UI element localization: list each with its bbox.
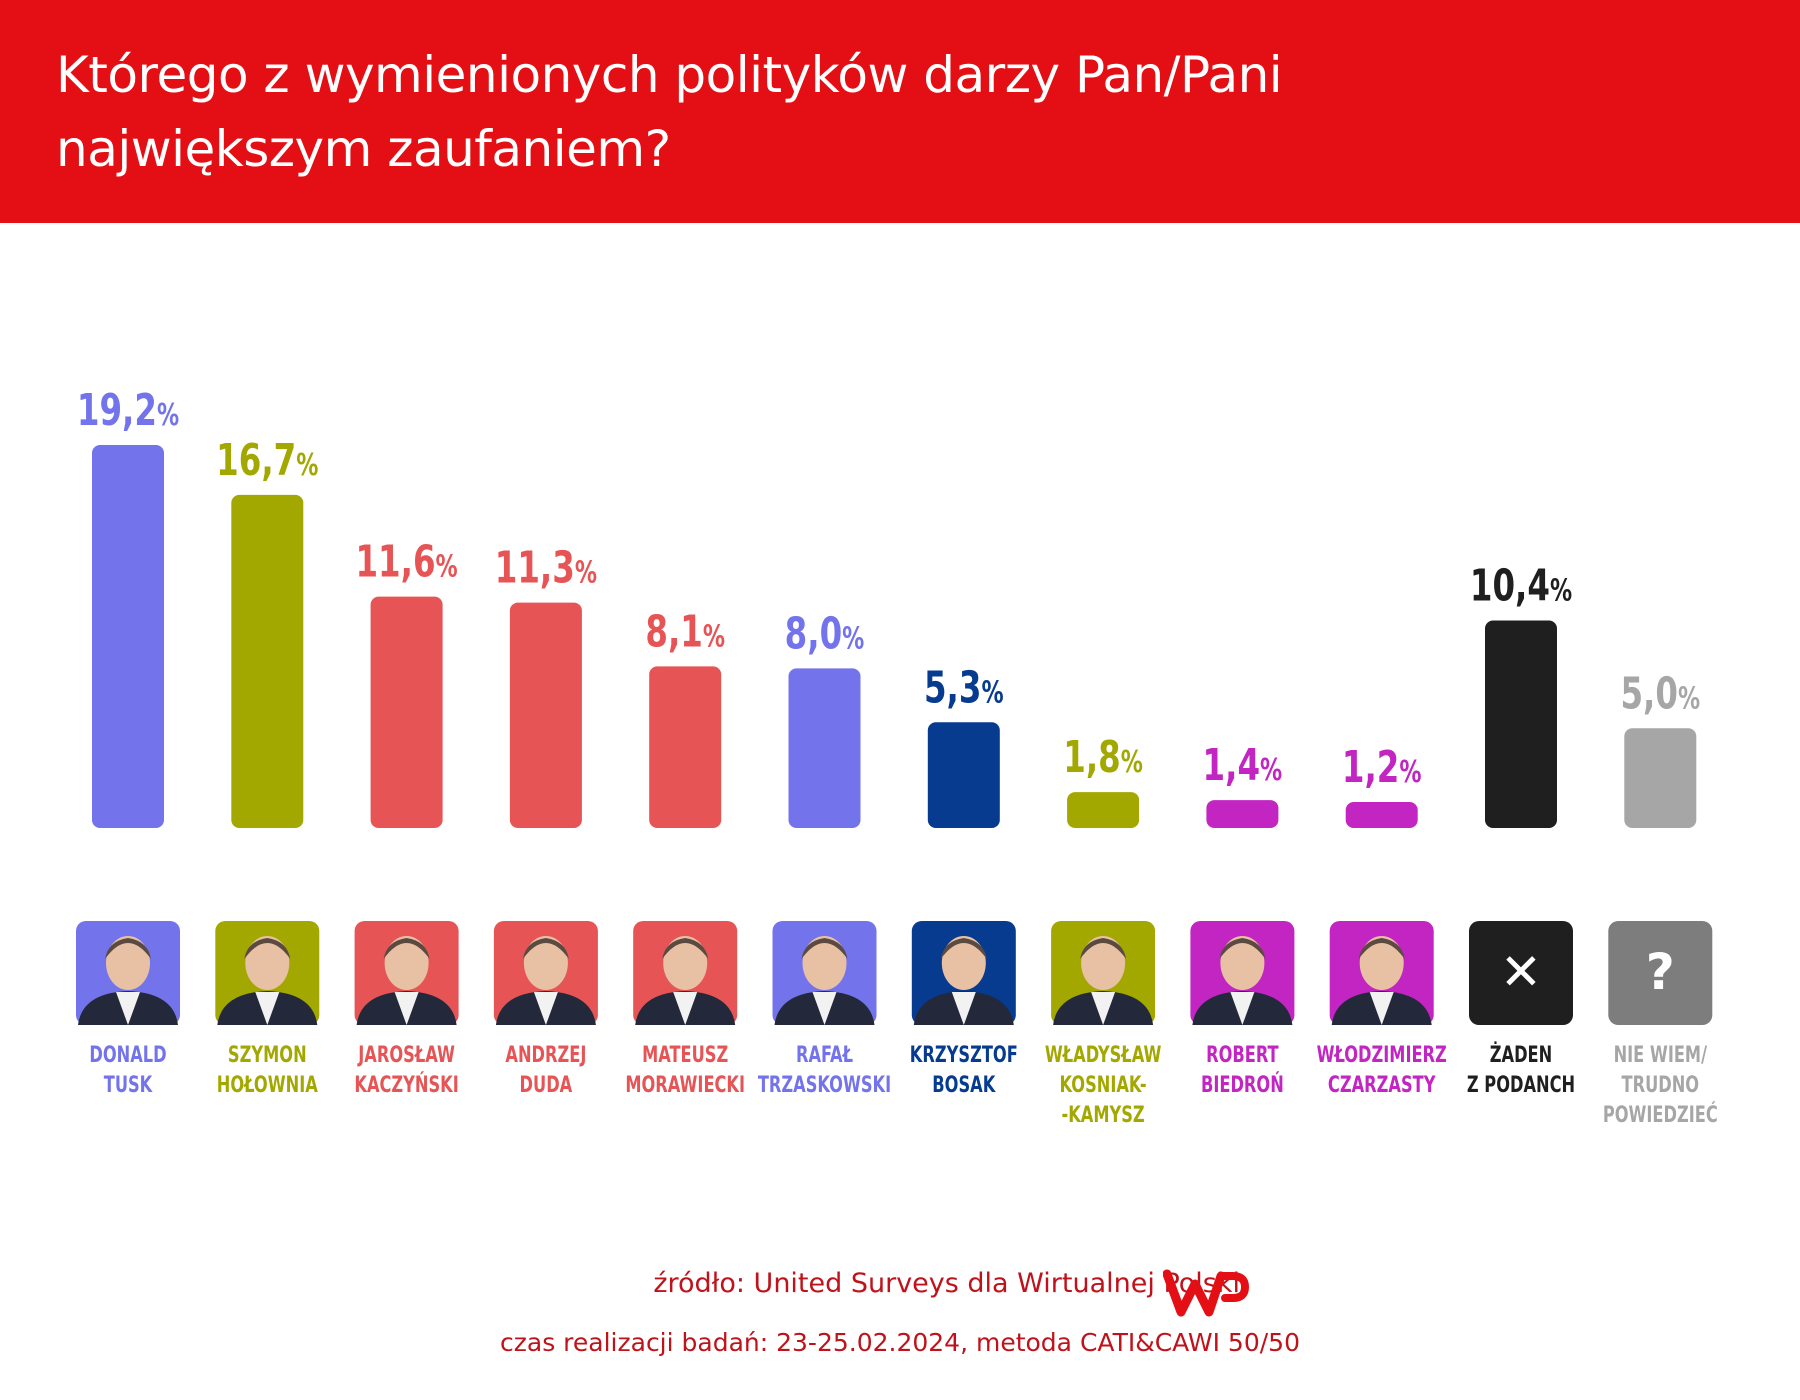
category-label: ANDRZEJ DUDA xyxy=(505,1041,586,1097)
bar xyxy=(509,602,582,828)
page-title: Którego z wymienionych polityków darzy P… xyxy=(56,46,1283,178)
category-label: RAFAŁ TRZASKOWSKI xyxy=(758,1041,891,1097)
person-icon xyxy=(1053,936,1154,1025)
bar xyxy=(649,666,722,828)
category-label: WŁADYSŁAW KOSNIAK--KAMYSZ xyxy=(1045,1041,1162,1127)
bar xyxy=(1485,620,1557,828)
bar xyxy=(1206,800,1279,828)
category-label: KRZYSZTOF BOSAK xyxy=(910,1041,1018,1097)
category-label: JAROSŁAW KACZYŃSKI xyxy=(354,1041,458,1097)
data-label: 5,3% xyxy=(924,663,1004,713)
person-icon xyxy=(1331,936,1432,1025)
person-icon xyxy=(495,936,596,1025)
person-icon xyxy=(635,936,736,1025)
person-icon xyxy=(774,936,875,1025)
category-label: SZYMON HOŁOWNIA xyxy=(217,1041,318,1097)
data-label: 1,8% xyxy=(1063,733,1143,783)
bar xyxy=(1345,802,1418,828)
data-label: 11,3% xyxy=(495,543,597,593)
bar xyxy=(788,668,861,828)
person-icon xyxy=(78,936,178,1025)
person-icon xyxy=(1192,936,1293,1025)
data-label: 1,2% xyxy=(1342,743,1422,793)
data-label: 8,1% xyxy=(645,607,725,657)
data-label: 19,2% xyxy=(77,386,179,436)
data-label: 5,0% xyxy=(1620,669,1700,719)
category-label: ŻADEN Z PODANCH xyxy=(1467,1041,1575,1097)
bar xyxy=(1067,792,1140,828)
source-note: źródło: United Surveys dla Wirtualnej Po… xyxy=(653,1268,1240,1299)
person-icon xyxy=(913,936,1014,1025)
cross-icon xyxy=(1469,921,1573,1025)
bar xyxy=(92,445,164,828)
bar xyxy=(1624,728,1697,828)
category-label: ROBERT BIEDROŃ xyxy=(1201,1041,1284,1097)
data-label: 8,0% xyxy=(785,609,865,659)
person-icon xyxy=(217,936,318,1025)
data-label: 1,4% xyxy=(1203,741,1283,791)
data-label: 11,6% xyxy=(355,537,457,587)
survey-method-note: czas realizacji badań: 23-25.02.2024, me… xyxy=(500,1328,1300,1357)
data-label: 10,4% xyxy=(1470,561,1572,611)
category-label: DONALD TUSK xyxy=(89,1041,166,1097)
bar xyxy=(927,722,1000,828)
question-icon xyxy=(1608,921,1713,1025)
bar xyxy=(231,494,304,828)
bar-chart: 19,2% DONALD TUSK 16,7% SZYMON HOŁOWNIA 11,6% J… xyxy=(76,386,1718,1127)
category-label: NIE WIEM/TRUDNO POWIEDZIEĆ xyxy=(1603,1041,1718,1127)
bar xyxy=(370,596,443,828)
wp-logo xyxy=(1163,1269,1249,1317)
header-banner: Którego z wymienionych polityków darzy P… xyxy=(0,0,1800,223)
question-icon-glyph: ? xyxy=(1646,943,1675,1001)
category-label: MATEUSZ MORAWIECKI xyxy=(625,1041,745,1097)
data-label: 16,7% xyxy=(216,436,318,486)
cross-icon-glyph: ✕ xyxy=(1500,943,1542,1001)
person-icon xyxy=(356,936,457,1025)
category-label: WŁODZIMIERZ CZARZASTY xyxy=(1317,1041,1447,1097)
